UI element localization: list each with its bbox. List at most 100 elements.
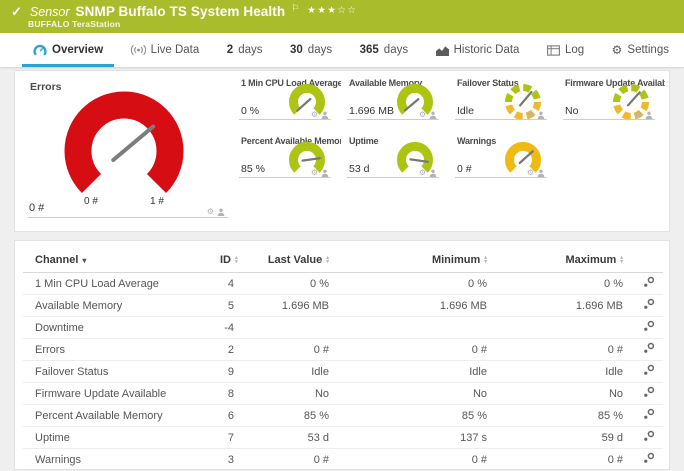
gauge-icon — [33, 44, 47, 56]
mini-gauge-uptime — [394, 139, 436, 185]
channel-minimum-cell: No — [341, 382, 499, 405]
person-icon — [217, 208, 225, 216]
gauge-cell-warnings[interactable]: Warnings 0 # ⚙ — [449, 131, 557, 185]
channel-maximum-cell: 85 % — [499, 404, 635, 427]
channel-settings-button[interactable] — [643, 452, 655, 464]
channels-table-body: 1 Min CPU Load Average 4 0 % 0 % 0 % Availabl… — [23, 272, 663, 471]
channel-settings-button[interactable] — [643, 430, 655, 442]
column-header-channel[interactable]: Channel ▾ — [23, 246, 208, 273]
errors-gauge-section[interactable]: Errors 0 # 1 # 0 # ⚙ — [15, 71, 233, 231]
channel-name-cell[interactable]: Available Memory — [23, 294, 208, 317]
column-header-last-value[interactable]: Last Value ▴ ▾ — [246, 246, 341, 273]
sort-icon: ▴ ▾ — [620, 255, 623, 266]
channel-name-cell[interactable]: Warnings — [23, 448, 208, 471]
channel-minimum-cell: 0 # — [341, 338, 499, 361]
tab-settings[interactable]: ⚙ Settings — [601, 33, 680, 67]
gear-icon[interactable]: ⚙ — [418, 168, 426, 177]
wrench-icon — [644, 276, 655, 287]
channel-name-cell[interactable]: Firmware Update Available — [23, 382, 208, 405]
tab-number: 30 — [290, 44, 303, 56]
mini-gauge-value: No — [565, 105, 579, 117]
channel-name-cell[interactable]: 1 Min CPU Load Average — [23, 272, 208, 295]
wrench-icon — [644, 320, 655, 331]
channel-settings-button[interactable] — [643, 342, 655, 354]
tab-label: days — [383, 44, 409, 56]
channel-name-cell[interactable]: Percent Available Memory — [23, 404, 208, 427]
gear-icon[interactable]: ⚙ — [526, 168, 534, 177]
gauge-needle — [403, 98, 420, 112]
person-icon — [429, 111, 437, 119]
channel-name-cell[interactable]: Failover Status — [23, 360, 208, 383]
channel-minimum-cell: 137 s — [341, 426, 499, 449]
tab-log[interactable]: Log — [536, 33, 595, 67]
gear-icon[interactable]: ⚙ — [206, 207, 214, 216]
mini-gauge-label: Uptime — [349, 136, 379, 146]
gauge-needle — [409, 158, 430, 163]
person-icon — [537, 111, 545, 119]
channel-name-cell[interactable]: Downtime — [23, 316, 208, 339]
channel-settings-button[interactable] — [643, 320, 655, 332]
tab-label: Historic Data — [453, 44, 520, 56]
divider — [347, 177, 439, 178]
gauge-cell-firmware-update-available[interactable]: Firmware Update Available No ⚙ — [557, 73, 665, 127]
channel-settings-button[interactable] — [643, 364, 655, 376]
person-icon[interactable] — [429, 111, 437, 119]
person-icon — [537, 169, 545, 177]
gauge-needle — [518, 150, 534, 165]
gauge-cell-available-memory[interactable]: Available Memory 1.696 MB ⚙ — [341, 73, 449, 127]
channel-settings-button[interactable] — [643, 408, 655, 420]
channel-id-cell: 4 — [208, 272, 246, 295]
flag-icon[interactable]: ⚐ — [291, 3, 300, 13]
mini-gauge-label: Available Memory — [349, 78, 422, 88]
mini-gauge-label: 1 Min CPU Load Average — [241, 78, 341, 88]
channel-maximum-cell: 0 # — [499, 448, 635, 471]
person-icon[interactable] — [537, 169, 545, 177]
star-rating[interactable]: ★★★☆☆ — [307, 5, 358, 16]
tab-live-data[interactable]: Live Data — [120, 33, 211, 67]
column-header-id[interactable]: ID ▴ ▾ — [208, 246, 246, 273]
gauge-cell-uptime[interactable]: Uptime 53 d ⚙ — [341, 131, 449, 185]
tab-2-days[interactable]: 2 days — [216, 33, 274, 67]
gauge-cell-percent-available-memory[interactable]: Percent Available Memory 85 % ⚙ — [233, 131, 341, 185]
gauge-cell-failover-status[interactable]: Failover Status Idle ⚙ — [449, 73, 557, 127]
person-icon[interactable] — [217, 208, 225, 216]
tab-365-days[interactable]: 365 days — [349, 33, 419, 67]
channel-last-value-cell: 53 d — [246, 426, 341, 449]
gear-icon[interactable]: ⚙ — [634, 110, 642, 119]
gear-icon[interactable]: ⚙ — [418, 110, 426, 119]
person-icon[interactable] — [321, 169, 329, 177]
wrench-icon — [644, 386, 655, 397]
person-icon[interactable] — [537, 111, 545, 119]
divider — [28, 217, 228, 218]
person-icon[interactable] — [321, 111, 329, 119]
tab-historic-data[interactable]: Historic Data — [425, 33, 531, 67]
table-row-errors: Errors 2 0 #0 #0 # — [23, 338, 663, 361]
mini-gauge-value: 1.696 MB — [349, 105, 394, 117]
gauge-needle — [111, 124, 156, 162]
channel-settings-button[interactable] — [643, 298, 655, 310]
column-label: Channel — [35, 254, 79, 266]
gear-icon[interactable]: ⚙ — [526, 110, 534, 119]
column-header-maximum[interactable]: Maximum ▴ ▾ — [499, 246, 635, 273]
divider — [455, 177, 547, 178]
tab-overview[interactable]: Overview — [22, 33, 115, 67]
channel-last-value-cell: 0 # — [246, 448, 341, 471]
tab-30-days[interactable]: 30 days — [279, 33, 343, 67]
gear-icon[interactable]: ⚙ — [310, 168, 318, 177]
column-header-minimum[interactable]: Minimum ▴ ▾ — [341, 246, 499, 273]
person-icon[interactable] — [429, 169, 437, 177]
divider — [239, 119, 331, 120]
channel-settings-button[interactable] — [643, 386, 655, 398]
gear-icon[interactable]: ⚙ — [310, 110, 318, 119]
channel-maximum-cell: 0 % — [499, 272, 635, 295]
channel-name-cell[interactable]: Errors — [23, 338, 208, 361]
channel-name-cell[interactable]: Uptime — [23, 426, 208, 449]
divider — [347, 119, 439, 120]
mini-gauge-label: Firmware Update Available — [565, 78, 665, 88]
channel-minimum-cell — [341, 316, 499, 339]
person-icon[interactable] — [645, 111, 653, 119]
device-name[interactable]: BUFFALO TeraStation — [28, 19, 121, 29]
gauge-cell-1-min-cpu-load-average[interactable]: 1 Min CPU Load Average 0 % ⚙ — [233, 73, 341, 127]
table-row-failover-status: Failover Status 9 Idle Idle Idle — [23, 360, 663, 383]
channel-settings-button[interactable] — [643, 276, 655, 288]
